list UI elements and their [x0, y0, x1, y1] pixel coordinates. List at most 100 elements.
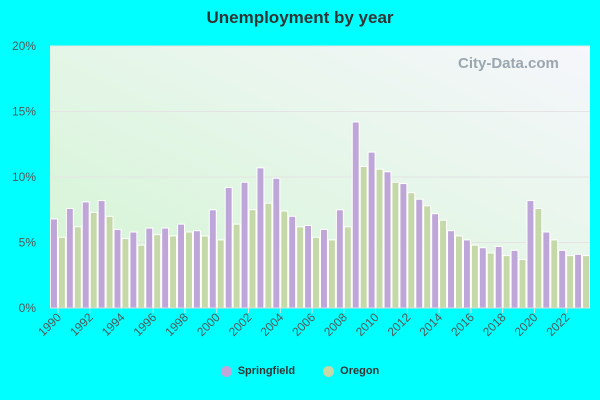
bar-springfield-2016: [462, 239, 471, 309]
x-tick-label: 2022: [544, 310, 573, 339]
bar-oregon-2021: [550, 239, 559, 309]
x-tick-label: 2012: [385, 310, 414, 339]
bar-oregon-2005: [296, 226, 305, 309]
bar-springfield-2013: [415, 198, 424, 309]
bar-springfield-2000: [208, 209, 217, 309]
bar-springfield-2010: [367, 151, 376, 309]
bar-springfield-1995: [129, 231, 138, 309]
x-tick-label: 1994: [99, 310, 128, 339]
legend: Springfield Oregon: [0, 365, 600, 377]
bar-springfield-1996: [145, 227, 154, 309]
bar-oregon-1994: [121, 238, 130, 309]
x-tick-label: 2006: [289, 310, 318, 339]
x-tick-label: 1992: [67, 310, 96, 339]
bar-oregon-2001: [232, 223, 241, 309]
bar-springfield-2009: [351, 121, 360, 309]
bar-springfield-2011: [383, 171, 392, 309]
bar-oregon-1999: [200, 235, 209, 309]
bar-oregon-1990: [57, 236, 66, 309]
bar-springfield-1999: [192, 230, 201, 309]
y-tick-label: 20%: [12, 39, 36, 53]
bar-oregon-2015: [455, 235, 463, 309]
bar-springfield-2022: [558, 249, 567, 309]
legend-label: Oregon: [340, 365, 380, 377]
bar-oregon-2007: [327, 239, 336, 309]
legend-swatch: [323, 365, 335, 377]
bar-oregon-2012: [407, 192, 416, 309]
bar-oregon-1998: [185, 231, 193, 309]
x-tick-label: 2016: [448, 310, 477, 339]
bar-springfield-1992: [81, 201, 90, 309]
bar-oregon-2016: [470, 244, 479, 309]
bar-springfield-2023: [574, 253, 583, 309]
bar-oregon-2018: [502, 255, 511, 309]
bar-oregon-2004: [280, 210, 289, 309]
y-tick-label: 5%: [19, 236, 37, 250]
bar-springfield-2015: [447, 230, 456, 309]
x-tick-label: 2020: [512, 310, 541, 339]
bar-springfield-2004: [272, 177, 281, 309]
watermark: City-Data.com: [458, 55, 559, 72]
bar-oregon-1997: [169, 235, 178, 309]
x-tick-label: 2008: [321, 310, 350, 339]
bar-springfield-2012: [399, 183, 408, 309]
bar-springfield-2019: [510, 249, 519, 309]
bar-springfield-2014: [431, 213, 440, 309]
bar-oregon-2010: [375, 168, 384, 309]
bar-oregon-2011: [391, 181, 400, 309]
bar-springfield-1997: [161, 227, 170, 309]
bar-oregon-2023: [582, 255, 591, 309]
x-tick-label: 1996: [131, 310, 160, 339]
y-tick-label: 0%: [19, 301, 37, 315]
bar-oregon-1995: [137, 244, 146, 309]
x-tick-label: 2010: [353, 310, 382, 339]
x-tick-label: 2014: [416, 310, 445, 339]
bar-oregon-2000: [216, 239, 225, 309]
bar-springfield-2021: [542, 231, 551, 309]
bar-oregon-2017: [486, 252, 495, 309]
bar-oregon-2006: [312, 236, 321, 309]
bar-springfield-2005: [288, 215, 297, 309]
bar-oregon-1991: [73, 226, 82, 309]
bar-springfield-2001: [224, 186, 233, 309]
bar-springfield-2020: [526, 200, 535, 309]
x-tick-label: 1990: [35, 310, 64, 339]
bar-springfield-2018: [494, 245, 503, 309]
bar-oregon-2020: [534, 207, 543, 309]
x-tick-label: 2000: [194, 310, 223, 339]
legend-item-springfield[interactable]: Springfield: [220, 365, 296, 377]
bar-oregon-2008: [343, 226, 352, 309]
x-tick-label: 2004: [258, 310, 287, 339]
bar-oregon-2009: [359, 166, 368, 309]
legend-label: Springfield: [237, 365, 296, 377]
chart-title: Unemployment by year: [206, 8, 394, 27]
bar-oregon-2003: [264, 202, 273, 309]
bar-springfield-1994: [113, 228, 122, 309]
bar-oregon-2002: [248, 209, 257, 309]
bar-springfield-2017: [478, 247, 487, 309]
bar-springfield-1990: [50, 218, 58, 309]
bar-springfield-1998: [177, 223, 185, 309]
bar-springfield-2002: [240, 181, 249, 309]
bar-oregon-2014: [439, 219, 448, 309]
bar-oregon-2013: [423, 205, 432, 309]
bar-springfield-2008: [335, 209, 344, 309]
bar-springfield-2007: [320, 228, 328, 309]
bar-oregon-1996: [153, 234, 162, 309]
x-tick-label: 2002: [226, 310, 255, 339]
bar-springfield-2006: [304, 224, 313, 309]
bar-oregon-2022: [566, 255, 575, 309]
bar-oregon-1993: [105, 215, 114, 309]
bar-springfield-1993: [97, 200, 106, 309]
y-tick-label: 15%: [12, 105, 36, 119]
x-tick-label: 2018: [480, 310, 509, 339]
bar-oregon-1992: [89, 211, 98, 309]
y-tick-label: 10%: [12, 170, 36, 184]
legend-swatch: [220, 365, 232, 377]
legend-item-oregon[interactable]: Oregon: [323, 365, 379, 377]
x-tick-label: 1998: [162, 310, 191, 339]
bar-springfield-1991: [65, 207, 74, 309]
bar-springfield-2003: [256, 167, 265, 309]
bar-oregon-2019: [518, 259, 527, 309]
